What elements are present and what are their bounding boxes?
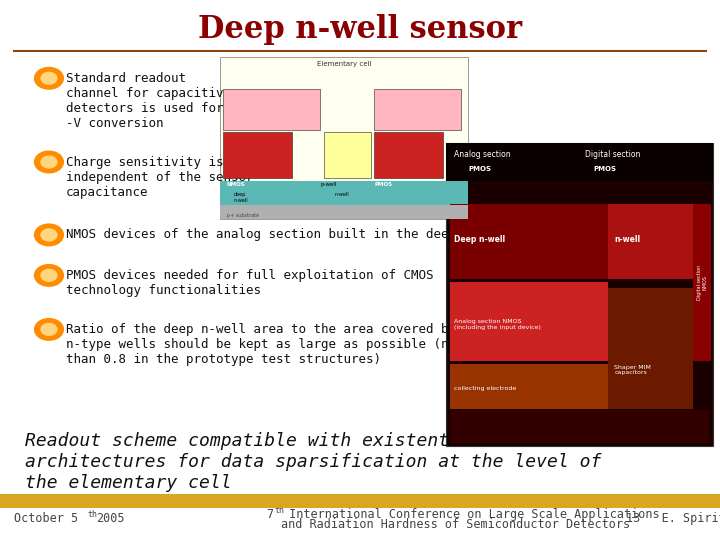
Circle shape [41, 229, 57, 241]
Bar [450, 364, 608, 409]
Text: October 5: October 5 [14, 512, 78, 525]
Bar [446, 143, 713, 446]
Text: PMOS: PMOS [468, 166, 491, 172]
Text: Deep n-well sensor: Deep n-well sensor [198, 14, 522, 45]
Circle shape [35, 151, 63, 173]
Circle shape [35, 68, 63, 89]
Text: Digital section
NMOS: Digital section NMOS [697, 265, 707, 300]
Circle shape [41, 72, 57, 84]
Text: p-well: p-well [320, 182, 337, 187]
Bar [220, 181, 468, 219]
Text: NMOS devices of the analog section built in the deep n-well: NMOS devices of the analog section built… [66, 228, 509, 241]
Text: n-well: n-well [234, 198, 248, 203]
Text: Shaper MIM
capacitors: Shaper MIM capacitors [614, 364, 651, 375]
Bar [374, 132, 443, 178]
Circle shape [41, 269, 57, 281]
Text: Digital section: Digital section [585, 150, 640, 159]
Bar [608, 288, 693, 409]
Text: deep: deep [234, 192, 246, 197]
Bar [220, 205, 468, 219]
Text: PMOS: PMOS [374, 182, 392, 187]
Bar [446, 143, 713, 181]
Text: Elementary cell: Elementary cell [317, 61, 371, 67]
Bar [450, 409, 709, 443]
Text: 2005: 2005 [96, 512, 125, 525]
Bar [608, 204, 693, 279]
Bar [693, 204, 711, 361]
Text: Readout scheme compatible with existent
architectures for data sparsification at: Readout scheme compatible with existent … [25, 432, 602, 491]
Text: n-well: n-well [614, 235, 640, 245]
Text: Analog section: Analog section [454, 150, 510, 159]
Text: th: th [87, 510, 97, 519]
Circle shape [41, 323, 57, 335]
Text: th: th [274, 507, 284, 515]
Text: 13   E. Spiriti: 13 E. Spiriti [626, 512, 720, 525]
Bar [374, 89, 461, 130]
Circle shape [35, 265, 63, 286]
Text: p+ substrate: p+ substrate [227, 213, 259, 218]
Text: and Radiation Hardness of Semiconductor Detectors: and Radiation Hardness of Semiconductor … [281, 518, 630, 531]
Text: Ratio of the deep n-well area to the area covered by all the
n-type wells should: Ratio of the deep n-well area to the are… [66, 323, 516, 366]
Text: Standard readout
channel for capacitive
detectors is used for Q
-V conversion: Standard readout channel for capacitive … [66, 72, 239, 130]
Text: NMOS: NMOS [227, 182, 246, 187]
Bar [0, 494, 720, 508]
Text: n-well: n-well [335, 192, 349, 197]
Circle shape [35, 319, 63, 340]
Text: PMOS: PMOS [593, 166, 616, 172]
Bar [223, 89, 320, 130]
Text: International Conference on Large Scale Applications: International Conference on Large Scale … [282, 508, 660, 521]
Circle shape [35, 224, 63, 246]
Text: Deep n-well: Deep n-well [454, 235, 505, 245]
Text: collecting electrode: collecting electrode [454, 386, 516, 390]
Text: Charge sensitivity is
independent of the sensor
capacitance: Charge sensitivity is independent of the… [66, 156, 253, 199]
Bar [324, 132, 371, 178]
Bar [220, 57, 468, 219]
Text: 7: 7 [266, 508, 274, 521]
Bar [450, 282, 608, 361]
Text: PMOS devices needed for full exploitation of CMOS
technology functionalities: PMOS devices needed for full exploitatio… [66, 269, 433, 297]
Bar [223, 132, 292, 178]
Circle shape [41, 156, 57, 168]
Bar [450, 204, 608, 279]
Text: Analog section NMOS
(including the input device): Analog section NMOS (including the input… [454, 319, 541, 330]
